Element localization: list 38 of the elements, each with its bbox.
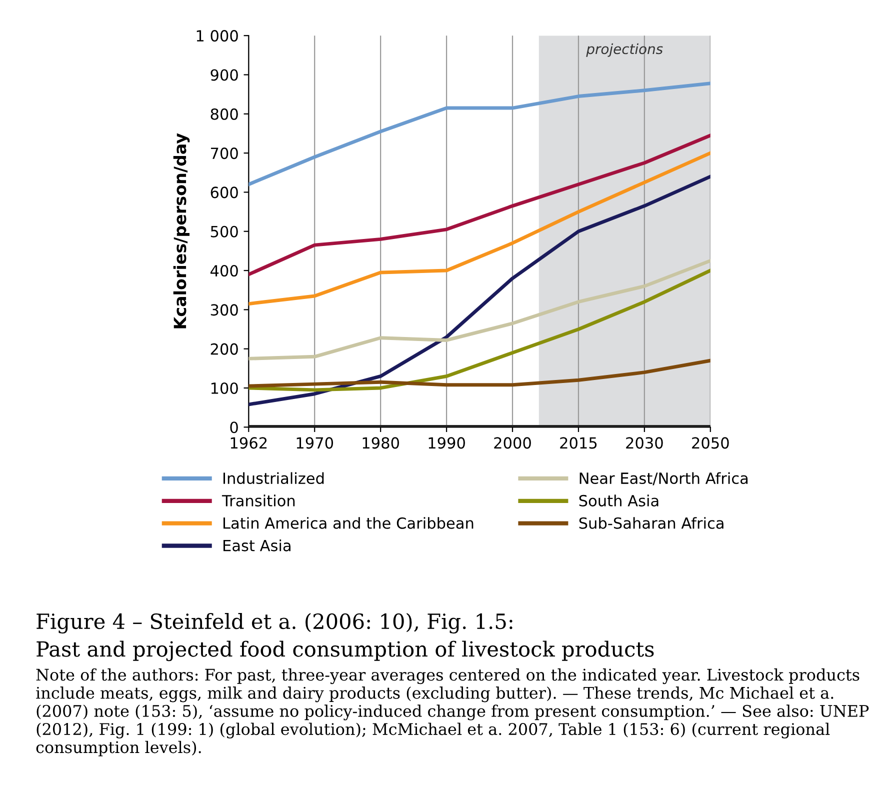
y-tick-label: 500 bbox=[210, 226, 238, 238]
y-tick-label: 300 bbox=[210, 304, 238, 316]
line-series bbox=[248, 268, 710, 392]
legend-label: South Asia bbox=[579, 494, 658, 506]
line-series bbox=[248, 151, 710, 306]
line-series bbox=[248, 82, 710, 186]
line-series bbox=[248, 174, 710, 406]
x-tick-label: 2030 bbox=[626, 437, 663, 449]
y-tick-label: 600 bbox=[210, 186, 238, 198]
y-tick-label: 700 bbox=[211, 148, 238, 160]
legend-label: Sub-Saharan Africa bbox=[579, 517, 724, 529]
x-tick-label: 1990 bbox=[428, 437, 465, 449]
y-tick-label: 400 bbox=[210, 264, 238, 277]
line-series bbox=[248, 358, 710, 388]
caption: Figure 4 – Steinfeld et a. (2006: 10), Fig. 1.5: bbox=[36, 613, 512, 634]
legend-label: Industrialized bbox=[223, 472, 324, 484]
y-tick-label: 200 bbox=[210, 343, 238, 355]
text: Note of the authors: For past, three-year averages centered on the indicated year. Livestock products include meats, eggs, milk and dairy products (excluding butter). — These trends, Mc Michael et a. (2007) note (153: 5), ‘assume no policy-induced change from present consumption.’ — See also: UNEP (2012), Fig. 1 (199: 1) (global evolution); McMichael et a. 2007, Table 1 (153: 6) (current regional consumption levels). bbox=[36, 668, 869, 756]
x-tick-label: 2015 bbox=[560, 437, 597, 449]
y-tick-label: 0 bbox=[230, 422, 238, 434]
legend-label: Latin America and the Caribbean bbox=[223, 517, 474, 529]
y-tick-label: 100 bbox=[211, 382, 238, 394]
y-tick-label: 800 bbox=[210, 108, 238, 120]
y-axis-title: Kcalories/person/day bbox=[173, 133, 190, 328]
legend-label: East Asia bbox=[223, 539, 290, 552]
x-tick-label: 1980 bbox=[362, 437, 399, 449]
y-tick-label: 1 000 bbox=[196, 30, 238, 42]
x-tick-label: 1970 bbox=[296, 437, 334, 449]
x-tick-label: 2000 bbox=[494, 437, 531, 449]
text: Past and projected food consumption of livestock products bbox=[36, 640, 654, 662]
line-series bbox=[248, 259, 710, 360]
annotation: projections bbox=[586, 43, 663, 57]
x-tick-label: 2050 bbox=[692, 437, 729, 449]
y-tick-label: 900 bbox=[210, 69, 238, 81]
line-series bbox=[248, 134, 710, 276]
x-tick-label: 1962 bbox=[230, 437, 267, 449]
legend-label: Transition bbox=[222, 494, 295, 506]
legend-label: Near East/North Africa bbox=[580, 472, 748, 486]
